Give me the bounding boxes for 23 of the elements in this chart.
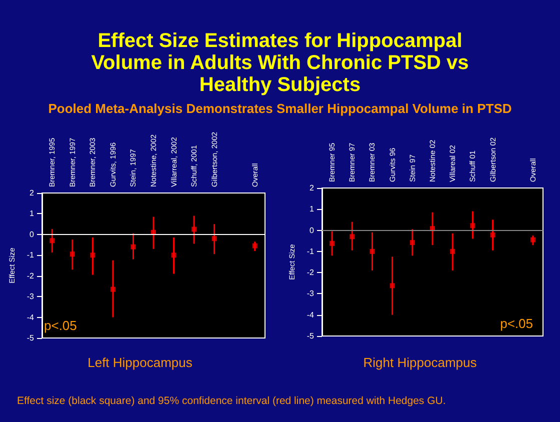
y-tick-label: 0 bbox=[30, 230, 35, 239]
y-tick-label: -1 bbox=[306, 246, 315, 256]
y-tick-label: 1 bbox=[310, 204, 315, 214]
y-tick-label: -5 bbox=[306, 332, 315, 340]
y-tick-label: -5 bbox=[26, 334, 35, 342]
text: Effect size (black square) and 95% confidence interval (red line) measured with Hedges GU. bbox=[17, 395, 446, 407]
y-tick-label: 0 bbox=[310, 226, 315, 235]
y-tick-label: -3 bbox=[26, 292, 35, 302]
annotation: p<.05 bbox=[500, 316, 534, 331]
x-axis-title: Left Hippocampus bbox=[88, 355, 193, 370]
y-tick-label: 2 bbox=[30, 188, 35, 198]
chart-subtitle: Pooled Meta-Analysis Demonstrates Smaller Hippocampal Volume in PTSD bbox=[47, 101, 513, 116]
y-tick-label: -4 bbox=[26, 312, 35, 322]
y-tick-label: -1 bbox=[26, 250, 35, 260]
y-tick-label: -2 bbox=[26, 271, 35, 280]
annotation: p<.05 bbox=[44, 318, 77, 333]
x-axis-title: Right Hippocampus bbox=[363, 355, 478, 370]
y-tick-label: -4 bbox=[306, 310, 315, 320]
y-tick-label: 1 bbox=[30, 209, 35, 218]
y-tick-label: -2 bbox=[306, 268, 315, 278]
chart-title: Effect Size Estimates for Hippocampal Volume in Adults With Chronic PTSD vs Healthy Subjects bbox=[90, 30, 470, 96]
y-tick-label: -3 bbox=[306, 289, 315, 298]
y-tick-label: 2 bbox=[310, 184, 315, 192]
